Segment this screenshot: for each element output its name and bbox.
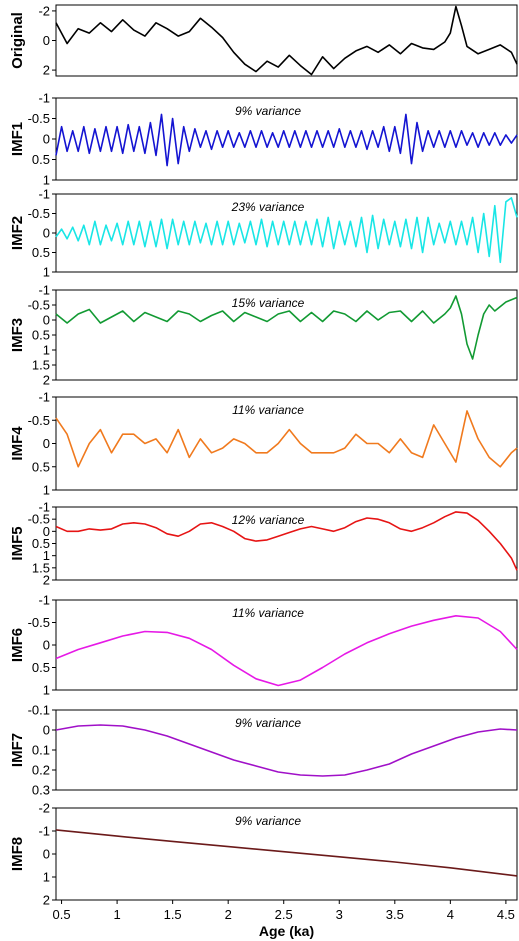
variance-annotation: 23% variance [231,200,305,214]
panel-imf7: -0.1 0 0.1 0.2 0.3 IMF7 9% variance [9,703,518,798]
y-tick-label: 0 [43,638,50,653]
y-tick-label: 1 [43,870,50,885]
y-tick-label: -1 [38,187,50,202]
y-tick-label: 2 [43,373,50,388]
y-tick-label: 0 [43,723,50,738]
y-tick-label: 0.5 [32,536,50,551]
x-tick-label: 3.5 [386,907,404,922]
y-tick-label: 2 [43,573,50,588]
y-tick-label: -1 [38,91,50,106]
panel-imf4: -1 -0.5 0 0.5 1 IMF4 11% variance [9,390,518,498]
y-tick-label: -1 [38,500,50,515]
y-tick-label: -1 [38,593,50,608]
y-tick-label: -2 [38,801,50,816]
y-tick-label: 0.5 [32,328,50,343]
variance-annotation: 9% variance [235,716,301,730]
series-line-imf2 [55,197,518,264]
y-tick-label: -0.5 [28,111,50,126]
y-tick-label: 1.5 [32,358,50,373]
x-tick-label: 3 [336,907,343,922]
variance-annotation: 11% variance [232,606,304,620]
y-tick-label: 1 [43,265,50,280]
y-tick-label: 2 [43,63,50,78]
y-tick-label: 0.5 [32,660,50,675]
variance-annotation: 9% variance [235,814,301,828]
y-tick-label: -1 [38,824,50,839]
y-tick-label: 1.5 [32,560,50,575]
y-tick-label: -0.5 [28,413,50,428]
variance-annotation: 11% variance [232,403,304,417]
y-axis-label: IMF3 [9,318,26,352]
variance-annotation: 12% variance [232,513,305,527]
series-line-imf4 [55,410,518,468]
y-axis-label: Original [9,12,26,69]
series-line-imf5 [55,511,518,571]
y-tick-label: 1 [43,683,50,698]
y-tick-label: 0.1 [32,743,50,758]
variance-annotation: 15% variance [232,296,305,310]
y-tick-label: 2 [43,893,50,908]
variance-annotation: 9% variance [235,104,301,118]
y-tick-label: 0 [43,436,50,451]
y-tick-label: 0.5 [32,459,50,474]
y-tick-label: -0.1 [28,703,50,718]
y-axis-label: IMF6 [9,628,26,662]
y-tick-label: 0 [43,524,50,539]
series-line-original [55,5,518,76]
y-tick-label: -0.5 [28,512,50,527]
y-tick-label: -2 [38,3,50,18]
y-tick-label: 0 [43,847,50,862]
y-tick-label: -1 [38,283,50,298]
y-axis-label: IMF4 [9,426,26,461]
series-line-imf7 [55,724,518,777]
y-tick-label: 0.5 [32,245,50,260]
y-tick-label: -1 [38,390,50,405]
x-tick-label: 1 [113,907,120,922]
panel-imf5: -1-0.500.511.52 IMF5 12% variance [9,500,518,588]
y-tick-label: 0.3 [32,783,50,798]
x-tick-label: 0.5 [53,907,71,922]
y-tick-label: 1 [43,173,50,188]
panel-original: -2 0 2 Original [9,3,518,78]
panel-imf2: -1 -0.5 0 0.5 1 IMF2 23% variance [9,187,518,280]
y-axis-label: IMF2 [9,216,26,250]
y-tick-label: 1 [43,343,50,358]
x-tick-label: 4 [447,907,454,922]
y-tick-label: 0 [43,33,50,48]
y-axis-label: IMF8 [9,837,26,871]
y-tick-label: 1 [43,548,50,563]
series-line-imf6 [55,614,518,687]
panel-imf6: -1 -0.5 0 0.5 1 IMF6 11% variance [9,593,518,698]
x-tick-label: 2.5 [275,907,293,922]
y-tick-label: 0 [43,313,50,328]
x-axis: 0.5 1 1.5 2 2.5 3 3.5 4 4.5 Age (ka) [53,900,515,939]
y-tick-label: -0.5 [28,615,50,630]
series-line-imf1 [55,113,518,167]
y-tick-label: 0.5 [32,152,50,167]
x-tick-label: 4.5 [497,907,515,922]
x-tick-label: 1.5 [164,907,182,922]
y-axis-label: IMF7 [9,733,26,767]
y-tick-label: -0.5 [28,298,50,313]
series-line-imf8 [55,829,518,877]
x-axis-label: Age (ka) [259,923,314,939]
y-axis-label: IMF5 [9,526,26,560]
y-tick-label: 0.2 [32,763,50,778]
y-tick-label: 1 [43,483,50,498]
panel-imf1: -1 -0.5 0 0.5 1 IMF1 9% variance [9,91,518,188]
y-axis-label: IMF1 [9,122,26,156]
y-tick-label: 0 [43,226,50,241]
x-tick-label: 2 [225,907,232,922]
panel-imf8: -2 -1 0 1 2 IMF8 9% variance [9,801,518,908]
y-tick-label: -0.5 [28,206,50,221]
panel-imf3: -1-0.500.511.52 IMF3 15% variance [9,283,518,388]
series-line-imf3 [55,295,518,360]
panel-frame [55,4,518,77]
y-tick-label: 0 [43,132,50,147]
